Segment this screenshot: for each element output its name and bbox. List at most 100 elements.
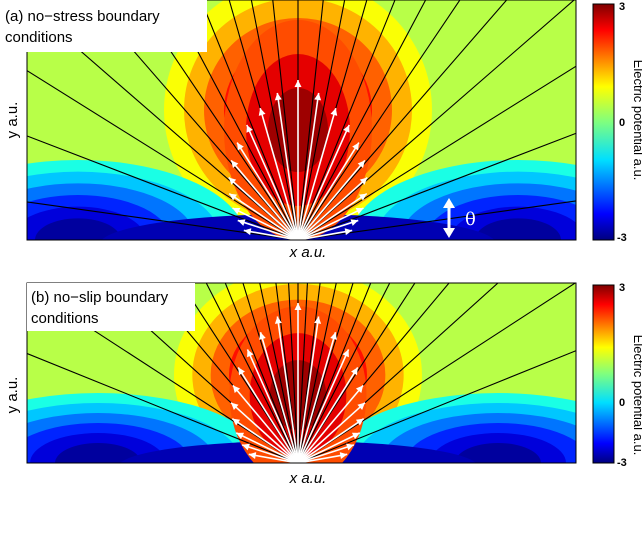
velocity-arrow xyxy=(297,142,360,240)
field-line xyxy=(297,283,321,463)
field-line xyxy=(297,0,508,240)
field-line xyxy=(250,0,299,240)
field-line xyxy=(297,283,416,463)
velocity-arrow xyxy=(297,402,366,463)
velocity-arrow xyxy=(297,366,359,463)
field-line xyxy=(297,0,346,240)
velocity-arrow-head xyxy=(242,443,250,451)
y-axis-label-a: y a.u. xyxy=(4,102,21,139)
velocity-arrow-head xyxy=(344,228,353,236)
velocity-arrow xyxy=(297,444,355,463)
velocity-arrow xyxy=(246,124,299,240)
velocity-arrow xyxy=(237,366,299,463)
velocity-arrow-head xyxy=(237,142,244,151)
velocity-arrow xyxy=(297,192,368,240)
x-axis-label-a: x a.u. xyxy=(289,244,327,261)
velocity-arrow-head xyxy=(330,108,338,116)
velocity-arrow xyxy=(231,418,299,463)
field-line xyxy=(288,283,299,463)
velocity-arrow-head xyxy=(346,443,354,451)
velocity-arrow xyxy=(297,453,348,463)
velocity-arrow-head xyxy=(359,177,368,185)
velocity-arrow xyxy=(235,432,299,463)
field-line xyxy=(297,0,575,240)
colorbar-b-tick-bottom: -3 xyxy=(617,457,627,469)
velocity-arrow-head xyxy=(343,124,350,133)
field-line xyxy=(135,0,299,240)
field-line xyxy=(224,283,299,463)
velocity-arrow-head xyxy=(231,402,239,410)
velocity-arrow xyxy=(276,316,299,463)
velocity-arrow xyxy=(297,207,364,240)
heatmap-a xyxy=(27,0,576,240)
velocity-arrow-head xyxy=(357,160,365,168)
x-axis-label-b: x a.u. xyxy=(289,470,327,487)
velocity-arrow-head xyxy=(238,367,245,376)
panel-a: (a) no−stress boundary conditions θ x a.… xyxy=(4,0,642,261)
velocity-arrow-head xyxy=(342,349,349,358)
velocity-arrow-head xyxy=(351,432,360,440)
velocity-arrow-head xyxy=(274,92,282,101)
panel-b-label-line1: (b) no−slip boundary xyxy=(31,289,169,306)
field-line xyxy=(146,283,299,463)
theta-label: θ xyxy=(465,209,476,230)
colorbar-b-tick-mid: 0 xyxy=(619,397,625,409)
colorbar-a-label: Electric potential a.u. xyxy=(631,60,642,181)
velocity-arrow xyxy=(259,107,299,240)
field-line xyxy=(297,0,427,240)
velocity-arrow-head xyxy=(231,160,239,168)
velocity-arrow xyxy=(259,331,299,463)
velocity-arrows-b xyxy=(230,303,366,463)
velocity-arrow xyxy=(241,444,299,463)
field-line xyxy=(27,135,299,240)
field-line xyxy=(297,283,354,463)
field-line xyxy=(297,283,337,463)
colorbar-b-tick-top: 3 xyxy=(619,282,625,294)
velocity-arrow xyxy=(230,402,299,463)
velocity-arrow-head xyxy=(243,228,252,236)
velocity-arrow-head xyxy=(355,385,364,393)
velocity-arrow xyxy=(248,453,299,463)
field-lines-b xyxy=(27,283,576,463)
field-line xyxy=(275,283,299,463)
field-line xyxy=(297,283,372,463)
velocity-arrow-head xyxy=(294,303,302,310)
field-line xyxy=(297,350,576,463)
field-line xyxy=(27,201,299,240)
velocity-arrow-head xyxy=(258,108,266,116)
colorbar-a-gradient xyxy=(592,3,615,241)
velocity-arrow xyxy=(297,331,337,463)
theta-annotation: θ xyxy=(443,198,476,238)
colorbar-b: 3 0 -3 Electric potential a.u. xyxy=(592,282,642,469)
velocity-arrow xyxy=(297,229,353,240)
field-line xyxy=(228,0,299,240)
velocity-arrow-head xyxy=(274,316,282,324)
velocity-arrow-head xyxy=(248,452,257,459)
colorbar-a-tick-mid: 0 xyxy=(619,117,625,129)
plot-frame-a xyxy=(26,0,577,241)
velocity-arrow xyxy=(297,176,368,240)
velocity-arrow xyxy=(297,124,350,240)
colorbar-a-tick-top: 3 xyxy=(619,1,625,13)
field-line xyxy=(169,0,299,240)
velocity-arrow xyxy=(297,432,361,463)
field-line xyxy=(297,283,499,463)
field-line xyxy=(297,283,576,463)
velocity-arrow-head xyxy=(314,92,322,101)
velocity-arrow xyxy=(243,229,299,240)
field-line xyxy=(297,200,576,240)
colorbar-b-label: Electric potential a.u. xyxy=(631,335,642,456)
velocity-arrow-head xyxy=(355,207,364,215)
velocity-arrow xyxy=(297,384,364,463)
velocity-arrow-head xyxy=(357,402,365,410)
velocity-arrow xyxy=(297,107,337,240)
field-line xyxy=(27,70,299,240)
velocity-arrow-head xyxy=(229,193,238,201)
velocity-arrow xyxy=(297,159,366,240)
velocity-arrow xyxy=(228,176,299,240)
velocity-arrow xyxy=(236,142,299,240)
field-line xyxy=(27,286,299,463)
velocity-arrow xyxy=(297,316,320,463)
colorbar-a-tick-bottom: -3 xyxy=(617,232,627,244)
